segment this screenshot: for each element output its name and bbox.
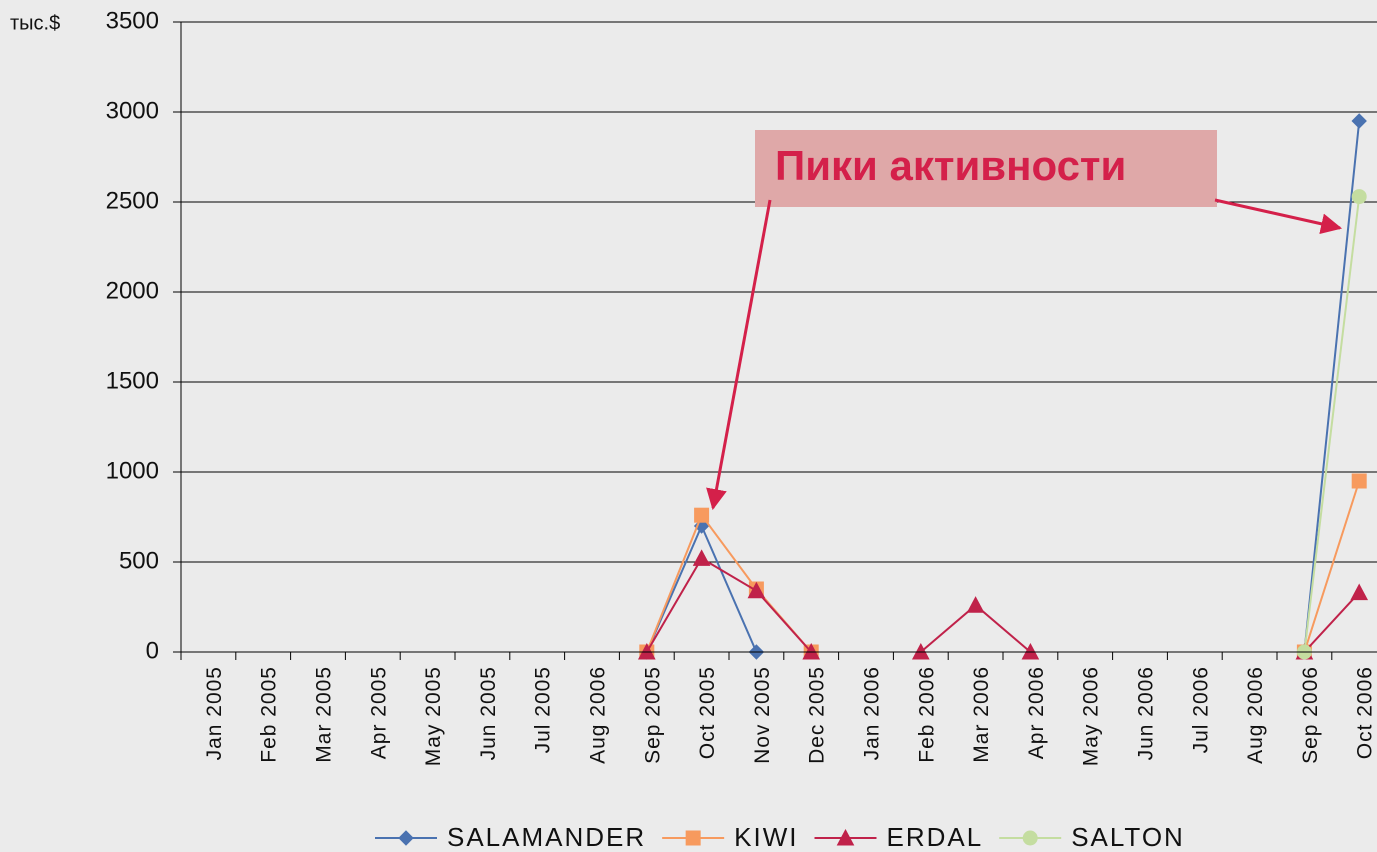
arrow [706, 199, 772, 511]
annotation: Пики активности [775, 142, 1126, 189]
x-tick-label: Nov 2005 [751, 666, 774, 764]
marker [692, 549, 711, 566]
marker [685, 830, 701, 846]
y-tick-label: 2500 [106, 187, 159, 214]
marker [398, 830, 414, 846]
legend-label: KIWI [734, 822, 798, 852]
y-tick-label: 1000 [106, 457, 159, 484]
x-tick-label: Jun 2006 [1135, 666, 1158, 760]
legend-item: SALTON [999, 822, 1185, 852]
x-tick-label: May 2006 [1080, 666, 1103, 766]
legend-item: SALAMANDER [375, 822, 646, 852]
x-tick-label: Sep 2006 [1299, 666, 1322, 764]
x-tick-label: Jul 2006 [1189, 666, 1212, 753]
marker [836, 828, 855, 846]
marker [1022, 830, 1038, 846]
legend-item: KIWI [662, 822, 798, 852]
y-tick-label: 3500 [106, 7, 159, 34]
x-tick-label: May 2005 [422, 666, 445, 766]
x-tick-label: Oct 2006 [1354, 666, 1377, 759]
y-tick-label: 1500 [106, 367, 159, 394]
legend-label: SALAMANDER [447, 822, 646, 852]
x-tick-label: Feb 2006 [915, 666, 938, 763]
marker [966, 596, 985, 613]
legend-label: ERDAL [887, 822, 984, 852]
marker [1350, 583, 1369, 601]
arrow [1214, 198, 1343, 235]
x-tick-label: Dec 2005 [806, 666, 829, 764]
marker [747, 581, 766, 599]
x-tick-label: Oct 2005 [696, 666, 719, 759]
y-tick-label: 500 [119, 547, 159, 574]
x-tick-label: Apr 2006 [1025, 666, 1048, 759]
x-tick-label: Jun 2005 [477, 666, 500, 760]
x-tick-label: Mar 2005 [313, 666, 336, 763]
x-tick-label: Sep 2005 [641, 666, 664, 764]
x-tick-label: Jan 2005 [203, 666, 226, 760]
x-tick-label: Feb 2005 [258, 666, 281, 763]
marker [1351, 473, 1367, 489]
marker [694, 507, 710, 523]
legend-label: SALTON [1071, 822, 1185, 852]
y-axis-label: тыс.$ [10, 12, 60, 34]
marker [1351, 189, 1367, 205]
y-tick-label: 2000 [106, 277, 159, 304]
x-tick-label: Jan 2006 [861, 666, 884, 760]
marker [1351, 113, 1367, 129]
x-tick-label: Jul 2005 [532, 666, 555, 753]
x-tick-label: Apr 2005 [367, 666, 390, 759]
y-tick-label: 0 [146, 637, 159, 664]
x-tick-label: Aug 2006 [587, 666, 610, 764]
x-tick-label: Aug 2006 [1244, 666, 1267, 764]
legend-item: ERDAL [814, 822, 984, 852]
x-tick-label: Mar 2006 [970, 666, 993, 763]
series-line [1303, 196, 1361, 653]
annotation-box [755, 130, 1217, 207]
y-tick-label: 3000 [106, 97, 159, 124]
